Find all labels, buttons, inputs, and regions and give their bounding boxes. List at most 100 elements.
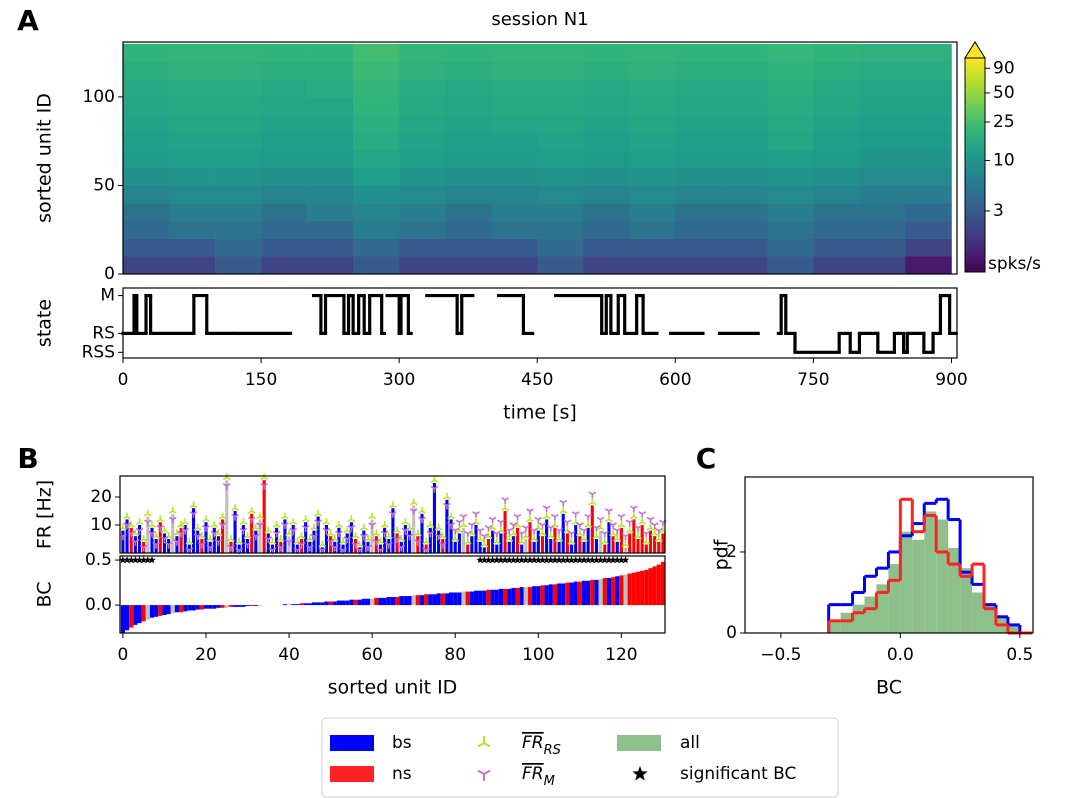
fr-marker — [538, 529, 547, 537]
bar — [412, 505, 416, 553]
fr-marker — [343, 536, 352, 543]
heat-cell — [353, 167, 400, 186]
y-tick-label: 50 — [93, 175, 115, 195]
bar — [661, 533, 665, 553]
x-tick-label: 40 — [278, 645, 300, 665]
heat-cell — [215, 220, 262, 239]
heat-cell — [353, 150, 400, 169]
bar — [154, 605, 159, 617]
heat-cell — [491, 203, 538, 222]
y-axis-label: sorted unit ID — [34, 93, 56, 223]
heat-cell — [859, 43, 906, 62]
bar — [619, 575, 624, 606]
bar — [195, 605, 200, 610]
heat-cell — [629, 220, 676, 239]
fr-marker — [542, 512, 551, 520]
heat-cell — [307, 220, 354, 239]
fr-marker — [443, 493, 451, 500]
bar — [291, 525, 295, 553]
y-tick-label: 10 — [90, 515, 112, 535]
fr-marker — [638, 511, 647, 518]
fr-marker — [193, 523, 202, 531]
heat-cell — [629, 43, 676, 62]
bar — [461, 591, 466, 606]
axes-frame — [744, 476, 1034, 634]
significance-star — [522, 556, 530, 564]
x-axis-label: sorted unit ID — [328, 677, 458, 699]
hist-bar — [984, 604, 996, 633]
fr-marker — [235, 537, 244, 545]
bar — [631, 572, 636, 606]
heat-cell — [261, 220, 308, 239]
bar — [286, 604, 292, 606]
hist-bar — [1007, 624, 1020, 633]
y-axis-label: BC — [34, 582, 56, 608]
bar — [150, 527, 154, 553]
fr-marker — [654, 527, 663, 535]
bar — [573, 581, 578, 606]
fr-marker — [575, 522, 584, 529]
heat-cell — [123, 43, 170, 62]
heat-cell — [629, 256, 676, 275]
significance-star — [621, 556, 630, 564]
bar — [623, 574, 628, 606]
fr-marker — [143, 509, 152, 517]
bar — [324, 525, 329, 553]
bar — [345, 533, 349, 553]
heat-cell — [353, 238, 400, 257]
heat-cell — [813, 220, 860, 239]
bar — [623, 547, 628, 553]
x-tick-label: 0 — [117, 645, 128, 665]
fr-marker — [401, 518, 410, 525]
fr-marker — [247, 516, 256, 524]
hist-bar — [912, 539, 925, 633]
bar — [503, 511, 507, 553]
bar — [341, 544, 345, 553]
bar — [220, 605, 225, 608]
bar — [336, 600, 341, 606]
heat-cell — [261, 256, 308, 275]
heat-cell — [307, 167, 354, 186]
fr-marker — [497, 519, 505, 527]
heat-cell — [353, 203, 400, 222]
hist-bar — [936, 519, 949, 633]
fr-marker — [368, 522, 377, 529]
heat-cell — [445, 203, 492, 222]
heat-cell — [675, 79, 722, 98]
heat-cell — [353, 114, 400, 133]
heat-cell — [905, 61, 952, 80]
heat-cell — [307, 43, 354, 62]
bar — [545, 519, 549, 553]
heat-cell — [215, 203, 262, 222]
fr-marker — [513, 521, 522, 528]
fr-marker — [160, 536, 169, 543]
bar — [212, 605, 217, 609]
heat-cell — [859, 61, 906, 80]
fr-marker — [343, 526, 352, 534]
heat-cell — [767, 185, 814, 204]
colorbar — [964, 57, 986, 273]
heat-cell — [583, 203, 630, 222]
fr-marker — [397, 544, 406, 552]
bar — [586, 580, 591, 606]
fr-marker — [447, 522, 455, 529]
x-tick-label: 900 — [935, 370, 967, 390]
heat-cell — [491, 96, 538, 115]
bar — [540, 536, 545, 553]
heat-cell — [859, 185, 906, 204]
fr-marker — [281, 512, 289, 520]
heat-cell — [169, 114, 216, 133]
chart-title: session N1 — [491, 9, 588, 30]
bar — [549, 539, 553, 553]
bar — [419, 595, 425, 606]
bar — [399, 596, 404, 606]
fr-marker — [185, 537, 194, 545]
heat-cell — [583, 256, 630, 275]
hist-bar — [960, 568, 973, 633]
bar — [569, 544, 574, 553]
panel-label: A — [17, 4, 39, 37]
bar — [499, 533, 503, 553]
bar — [357, 599, 362, 606]
fr-marker — [480, 540, 489, 548]
bar — [607, 522, 611, 553]
